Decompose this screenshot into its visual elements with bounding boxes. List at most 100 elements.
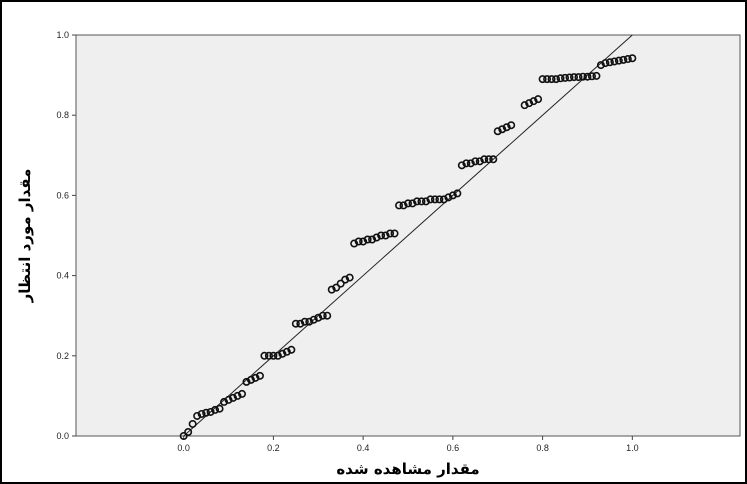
data-point — [206, 407, 215, 416]
data-point — [202, 408, 211, 417]
data-point — [565, 73, 574, 82]
data-point — [233, 391, 242, 400]
data-point — [430, 195, 439, 204]
x-axis: 0.0 0.2 0.4 0.6 0.8 1.0 — [177, 436, 639, 453]
data-point — [574, 73, 583, 82]
data-point — [403, 199, 412, 208]
x-tick-label: 0.6 — [447, 443, 460, 453]
data-point — [525, 99, 534, 108]
data-point — [529, 97, 538, 106]
data-point — [390, 229, 399, 238]
data-point — [444, 193, 453, 202]
data-point — [368, 235, 377, 244]
data-point — [417, 197, 426, 206]
data-point — [377, 231, 386, 240]
y-axis: 0.0 0.2 0.4 0.6 0.8 1.0 — [56, 30, 76, 441]
data-point — [318, 311, 327, 320]
x-tick-label: 0.8 — [536, 443, 549, 453]
data-point — [309, 315, 318, 324]
data-point — [269, 351, 278, 360]
data-point — [363, 235, 372, 244]
x-axis-title: مقدار مشاهده شده — [336, 460, 479, 478]
data-point — [350, 239, 359, 248]
data-point — [498, 125, 507, 134]
data-point — [412, 197, 421, 206]
data-point — [569, 73, 578, 82]
data-points — [179, 54, 637, 440]
data-point — [471, 157, 480, 166]
data-point — [561, 73, 570, 82]
data-point — [453, 189, 462, 198]
data-point — [184, 427, 193, 436]
data-point — [278, 349, 287, 358]
data-point — [336, 279, 345, 288]
data-point — [480, 155, 489, 164]
data-point — [229, 393, 238, 402]
data-point — [359, 237, 368, 246]
y-tick-label: 0.0 — [56, 431, 69, 441]
data-point — [466, 159, 475, 168]
y-tick-label: 1.0 — [56, 30, 69, 40]
data-point — [395, 201, 404, 210]
data-point — [596, 61, 605, 70]
data-point — [448, 191, 457, 200]
data-point — [264, 351, 273, 360]
data-point — [552, 75, 561, 84]
data-point — [623, 55, 632, 64]
data-point — [215, 404, 224, 413]
data-point — [251, 373, 260, 382]
data-point — [381, 231, 390, 240]
data-point — [305, 317, 314, 326]
data-point — [614, 56, 623, 65]
data-point — [583, 72, 592, 81]
data-point — [610, 57, 619, 66]
data-point — [193, 411, 202, 420]
y-tick-label: 0.6 — [56, 190, 69, 200]
data-point — [399, 201, 408, 210]
data-point — [628, 54, 637, 63]
x-tick-label: 1.0 — [626, 443, 639, 453]
data-point — [345, 273, 354, 282]
reference-line — [183, 34, 633, 437]
y-axis-title: مقدار مورد انتظار — [16, 169, 34, 304]
data-point — [300, 317, 309, 326]
data-point — [507, 121, 516, 130]
data-point — [255, 371, 264, 380]
x-tick-label: 0.4 — [357, 443, 370, 453]
data-point — [341, 275, 350, 284]
data-point — [556, 74, 565, 83]
data-point — [578, 72, 587, 81]
data-point — [502, 123, 511, 132]
data-point — [242, 377, 251, 386]
data-point — [489, 155, 498, 164]
data-point — [592, 71, 601, 80]
data-point — [538, 75, 547, 84]
data-point — [408, 199, 417, 208]
data-point — [246, 375, 255, 384]
data-point — [291, 319, 300, 328]
data-point — [282, 347, 291, 356]
data-point — [211, 405, 220, 414]
data-point — [197, 409, 206, 418]
data-point — [439, 195, 448, 204]
y-tick-label: 0.4 — [56, 271, 69, 281]
data-point — [457, 161, 466, 170]
y-tick-label: 0.2 — [56, 351, 69, 361]
data-point — [296, 319, 305, 328]
x-tick-label: 0.2 — [267, 443, 280, 453]
data-point — [327, 285, 336, 294]
data-point — [224, 395, 233, 404]
data-point — [493, 127, 502, 136]
data-point — [484, 155, 493, 164]
data-point — [179, 431, 188, 440]
data-point — [587, 72, 596, 81]
data-point — [332, 283, 341, 292]
data-point — [238, 389, 247, 398]
data-point — [619, 55, 628, 64]
data-point — [601, 59, 610, 68]
data-point — [386, 229, 395, 238]
data-point — [314, 313, 323, 322]
data-point — [462, 159, 471, 168]
